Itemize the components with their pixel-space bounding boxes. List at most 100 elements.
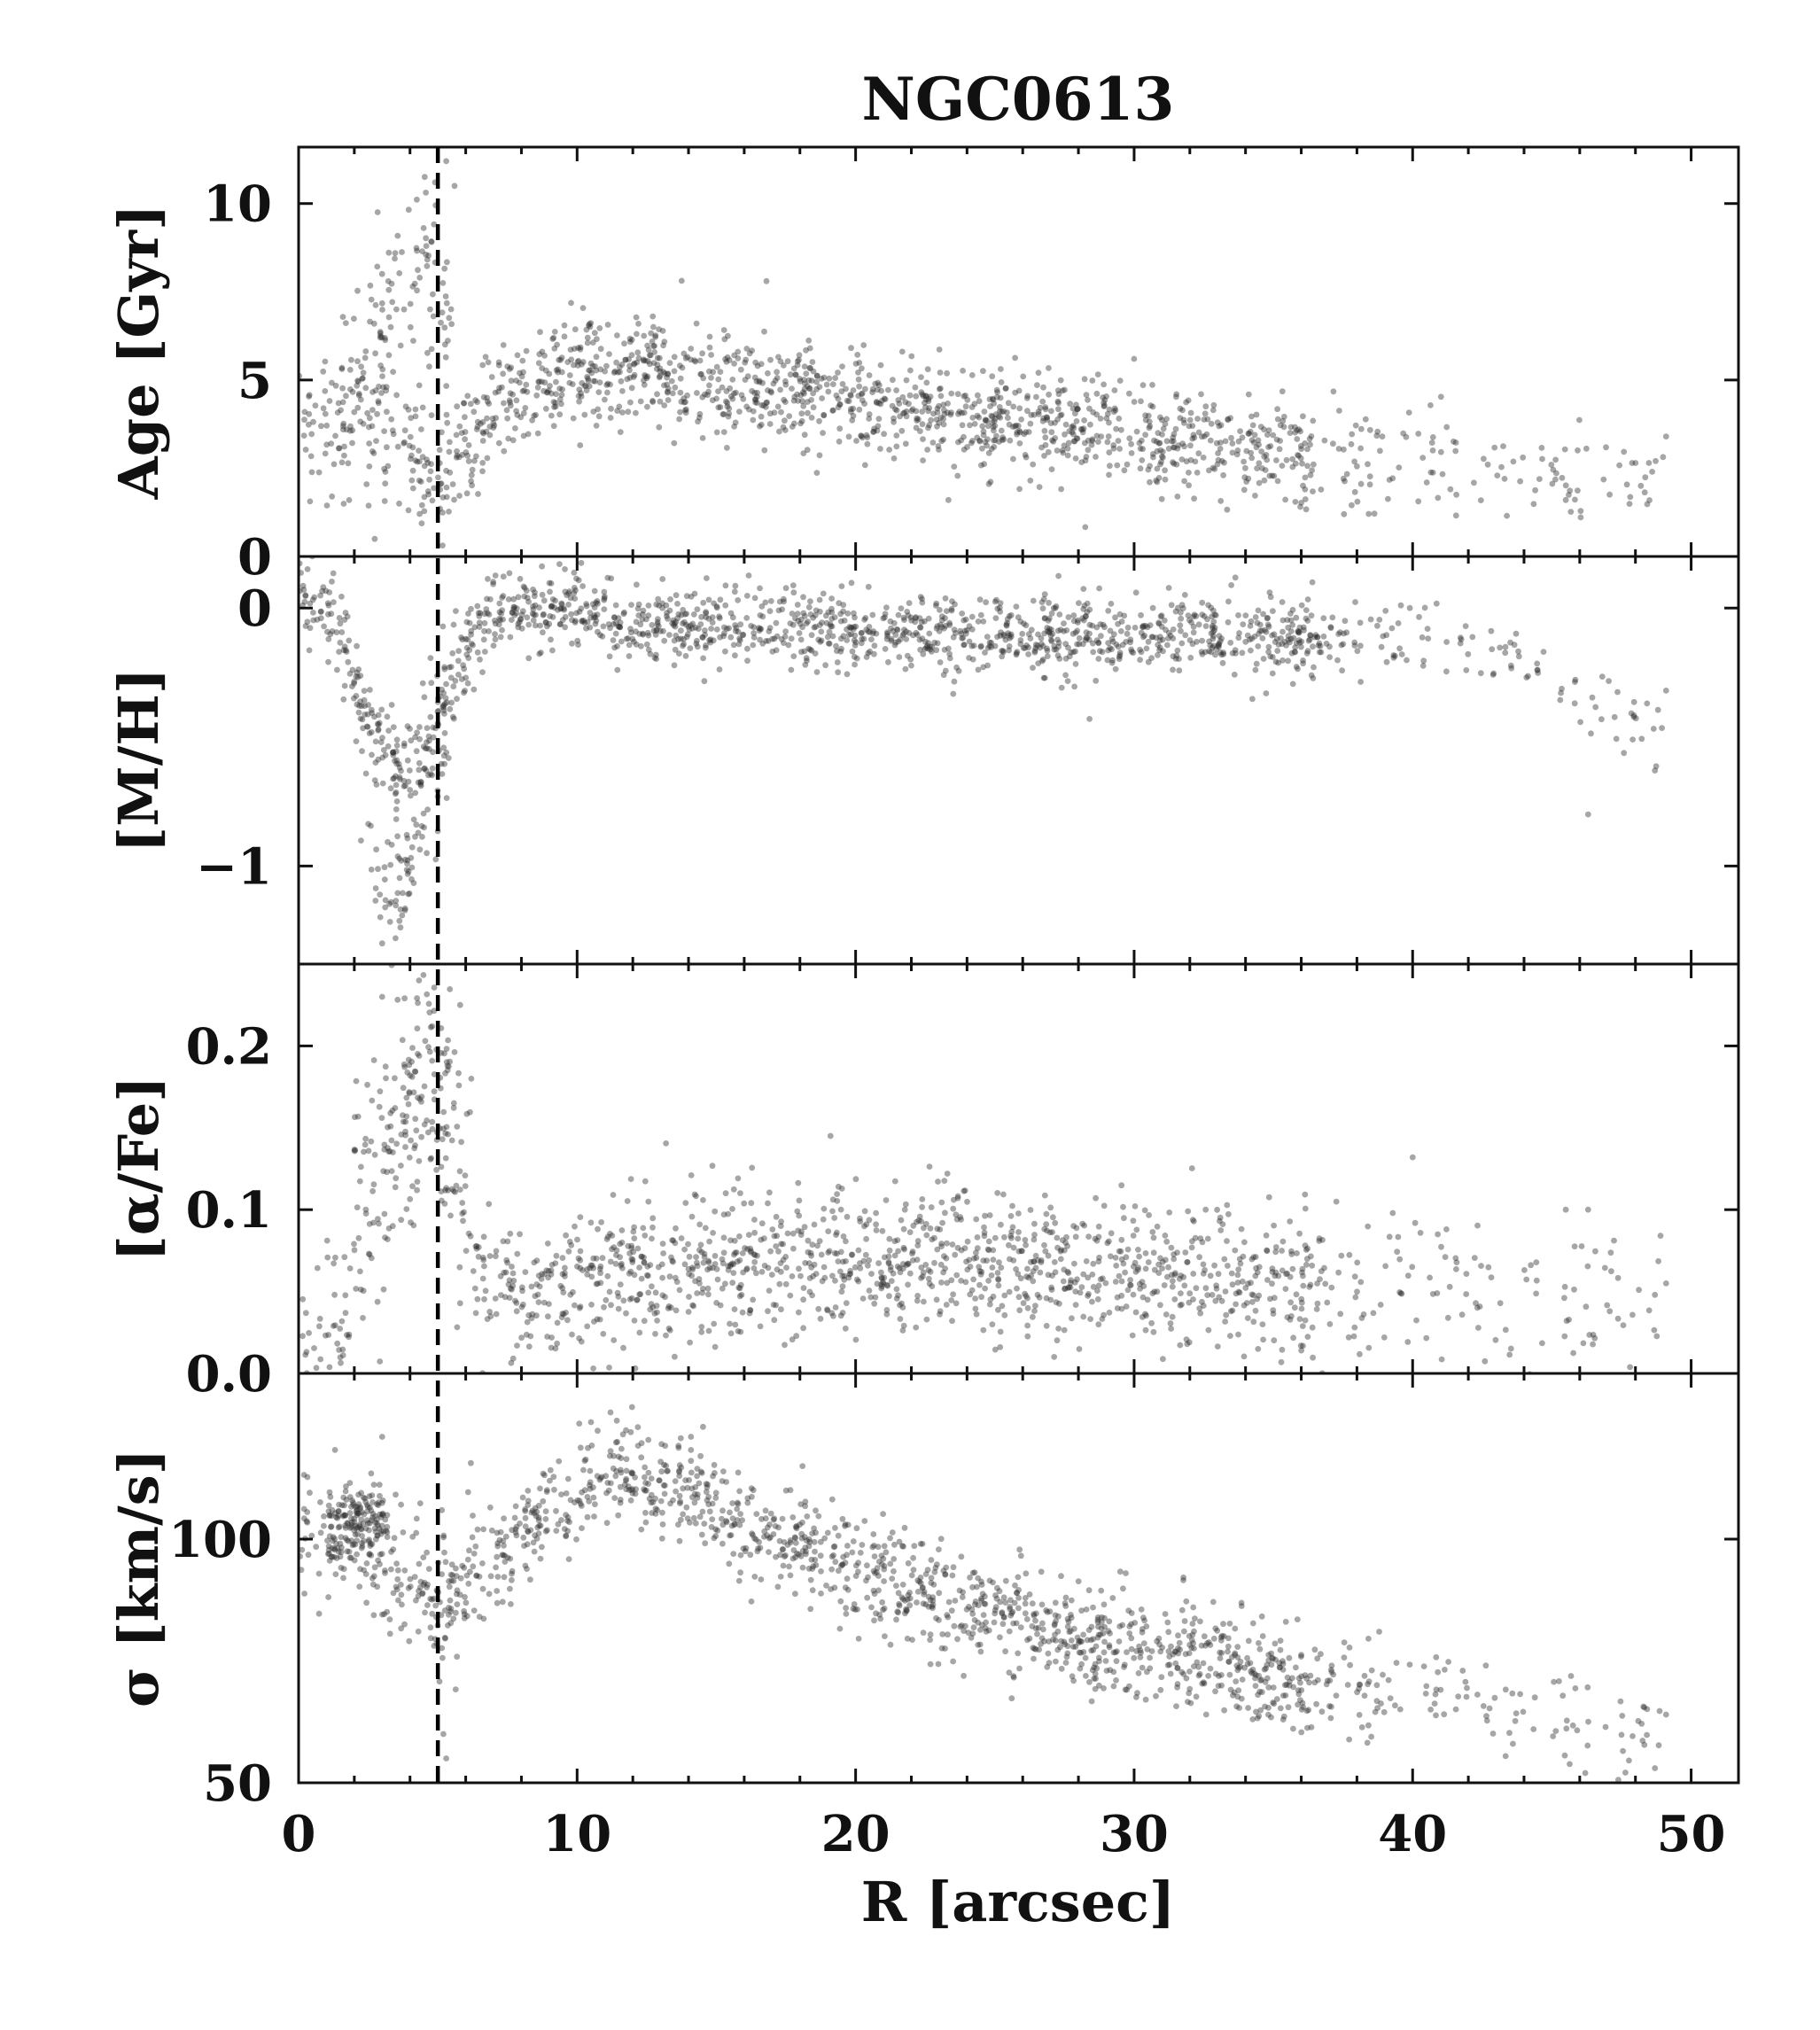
data-point xyxy=(955,667,962,674)
data-point xyxy=(671,354,678,361)
data-point xyxy=(800,450,807,456)
data-point xyxy=(804,399,811,405)
data-point xyxy=(736,1257,743,1264)
data-point xyxy=(1511,642,1518,649)
data-point xyxy=(1185,397,1192,404)
data-point xyxy=(1474,1304,1481,1311)
data-point xyxy=(1073,435,1080,441)
data-point xyxy=(421,1083,428,1090)
data-point xyxy=(504,363,511,369)
data-point xyxy=(574,359,581,365)
data-point xyxy=(769,1226,776,1233)
data-point xyxy=(1037,1269,1044,1276)
data-point xyxy=(403,831,410,838)
data-point xyxy=(584,1323,591,1330)
data-point xyxy=(853,1276,860,1283)
data-point xyxy=(404,835,411,842)
data-point xyxy=(773,647,780,654)
data-point xyxy=(903,408,910,415)
data-point xyxy=(1264,456,1271,463)
data-point xyxy=(483,428,490,435)
data-point xyxy=(909,406,916,413)
data-point xyxy=(1298,1299,1305,1306)
data-point xyxy=(841,618,848,624)
data-point xyxy=(936,346,943,353)
data-point xyxy=(589,1262,595,1269)
data-point xyxy=(780,1241,786,1248)
data-point xyxy=(662,1294,668,1301)
data-point xyxy=(553,391,559,398)
data-point xyxy=(885,386,891,393)
data-point xyxy=(984,662,991,669)
data-point xyxy=(716,613,722,620)
data-point xyxy=(763,277,770,284)
data-point xyxy=(1055,400,1062,407)
data-point xyxy=(1107,463,1113,470)
data-point xyxy=(1452,439,1459,446)
data-point xyxy=(506,570,513,577)
data-point xyxy=(1285,657,1291,665)
data-point xyxy=(1438,1356,1445,1363)
data-point xyxy=(985,1238,992,1245)
data-point xyxy=(1211,1262,1217,1269)
data-point xyxy=(1254,1295,1261,1303)
data-point xyxy=(463,1248,470,1254)
data-point xyxy=(1311,461,1317,468)
data-point xyxy=(1178,609,1184,616)
data-point xyxy=(424,459,432,466)
data-point xyxy=(759,379,766,386)
data-point xyxy=(467,1108,473,1116)
data-point xyxy=(974,1234,981,1241)
data-point xyxy=(800,1285,807,1291)
data-point xyxy=(1235,634,1242,642)
data-point xyxy=(697,621,704,627)
data-point xyxy=(687,1339,693,1346)
data-point xyxy=(439,509,446,516)
data-point xyxy=(736,1293,743,1300)
data-point xyxy=(495,359,502,366)
data-point xyxy=(1181,592,1188,598)
data-point xyxy=(458,430,465,436)
data-point xyxy=(1048,408,1054,415)
data-point xyxy=(451,183,458,190)
data-point xyxy=(513,377,519,384)
data-point xyxy=(948,605,955,612)
data-point xyxy=(866,1217,873,1224)
data-point xyxy=(612,1260,619,1267)
data-point xyxy=(988,640,995,646)
data-point xyxy=(572,618,579,624)
data-point xyxy=(484,415,490,422)
data-point xyxy=(423,190,429,196)
data-point xyxy=(909,1257,916,1264)
data-point xyxy=(1266,472,1273,479)
data-point xyxy=(1488,627,1495,634)
data-point xyxy=(529,416,535,424)
data-point xyxy=(1566,492,1572,498)
data-point xyxy=(1204,616,1210,623)
data-point xyxy=(1428,439,1435,446)
data-point xyxy=(462,436,468,443)
data-point xyxy=(1095,1321,1102,1328)
data-point xyxy=(725,1263,732,1270)
data-point xyxy=(1477,670,1484,677)
data-point xyxy=(385,727,392,734)
data-point xyxy=(366,730,373,736)
data-point xyxy=(903,377,910,384)
data-point xyxy=(1165,445,1172,452)
data-point xyxy=(672,646,679,653)
data-point xyxy=(326,589,333,595)
data-point xyxy=(1489,646,1496,653)
data-point xyxy=(499,384,505,391)
data-point xyxy=(1255,1346,1262,1352)
data-point xyxy=(1294,1250,1300,1256)
data-point xyxy=(670,1237,677,1244)
data-point xyxy=(1269,1269,1276,1275)
data-point xyxy=(1300,657,1306,664)
data-point xyxy=(895,1248,901,1255)
data-point xyxy=(387,323,394,331)
data-point xyxy=(1553,470,1559,477)
data-point xyxy=(545,1274,552,1281)
data-point xyxy=(504,1238,511,1245)
data-point xyxy=(709,614,716,620)
data-point xyxy=(402,782,408,789)
